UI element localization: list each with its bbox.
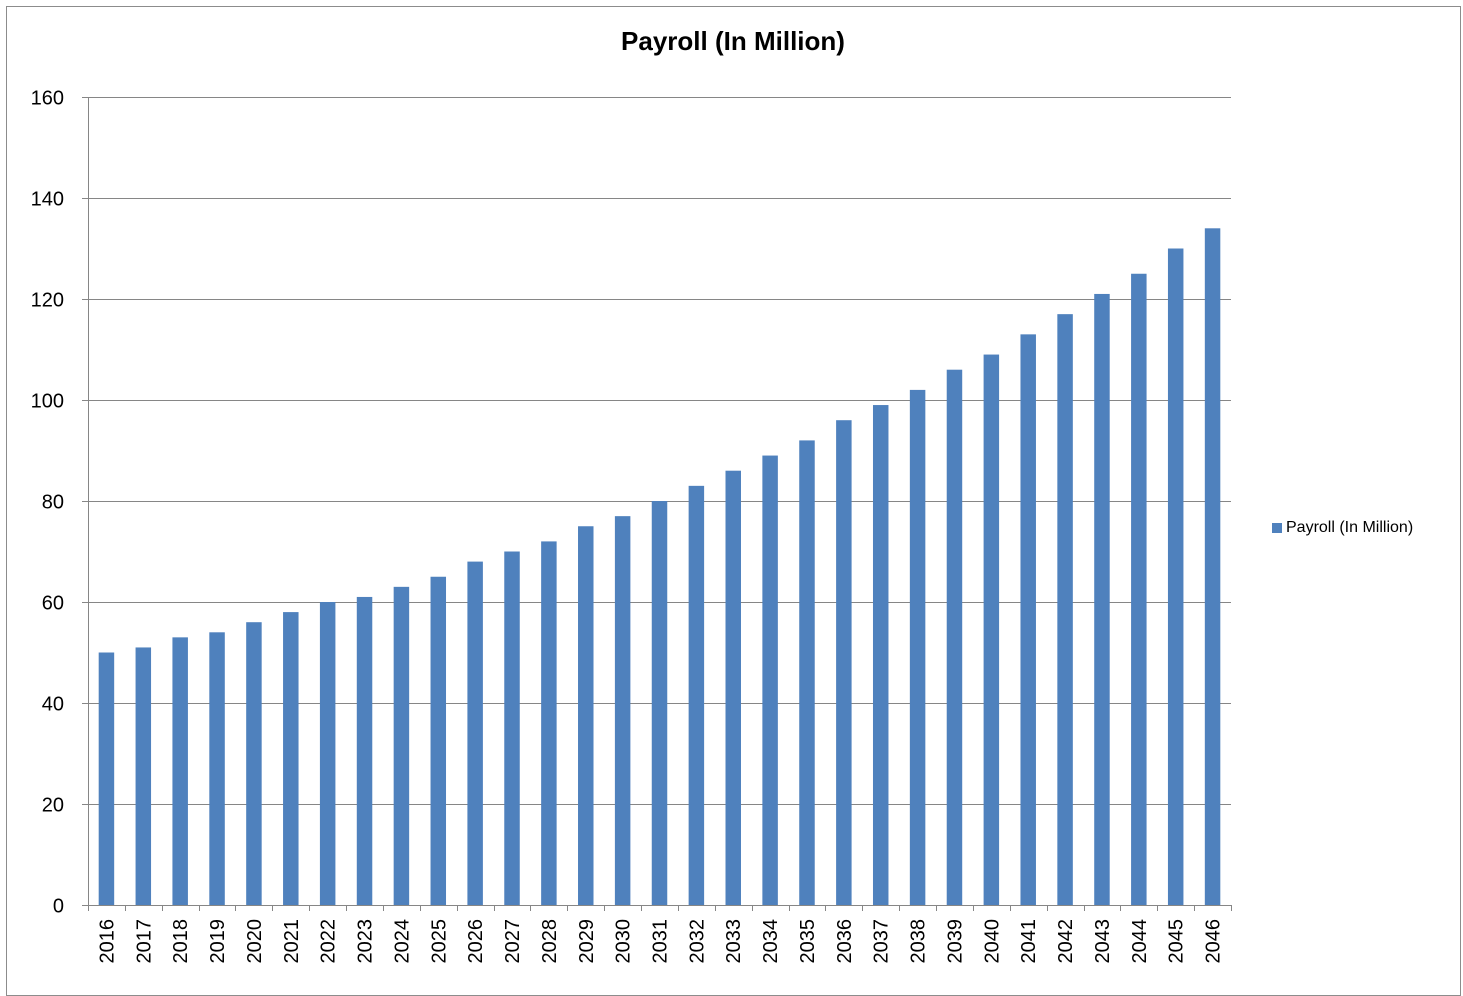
y-tick-label: 100 xyxy=(31,391,64,413)
bar-2026 xyxy=(467,561,483,905)
y-tick-label: 120 xyxy=(31,290,64,312)
bar-2034 xyxy=(762,455,778,905)
bar-2019 xyxy=(209,632,225,905)
y-tick-label: 40 xyxy=(42,694,64,716)
bar-2037 xyxy=(872,405,889,905)
y-tick-label: 20 xyxy=(42,795,64,817)
x-tick-label: 2027 xyxy=(502,919,524,964)
y-tick-label: 80 xyxy=(42,492,64,514)
x-tick-label: 2030 xyxy=(613,919,635,964)
bar-2018 xyxy=(172,637,188,905)
bar-2017 xyxy=(135,647,152,905)
x-tick-label: 2037 xyxy=(871,919,893,964)
x-tick-label: 2040 xyxy=(981,919,1003,964)
bar-2024 xyxy=(393,586,410,905)
x-tick-label: 2021 xyxy=(281,919,303,964)
x-tick-label: 2034 xyxy=(760,919,782,964)
bar-2046 xyxy=(1204,228,1221,906)
bar-2025 xyxy=(430,576,447,905)
x-tick-label: 2035 xyxy=(797,919,819,964)
x-tick-label: 2016 xyxy=(96,919,118,964)
x-tick-label: 2033 xyxy=(723,919,745,964)
x-tick-label: 2042 xyxy=(1055,919,1077,964)
bar-2027 xyxy=(504,551,520,905)
x-tick-label: 2018 xyxy=(170,919,192,964)
x-tick-label: 2017 xyxy=(133,919,155,964)
bar-2038 xyxy=(909,389,926,905)
x-tick-label: 2022 xyxy=(318,919,340,964)
x-tick-label: 2046 xyxy=(1203,919,1225,964)
bar-2036 xyxy=(836,420,852,905)
x-tick-label: 2039 xyxy=(944,919,966,964)
y-tick-label: 140 xyxy=(31,189,64,211)
bar-2029 xyxy=(578,526,594,905)
legend: Payroll (In Million) xyxy=(1272,519,1413,537)
x-tick-label: 2029 xyxy=(576,919,598,964)
chart-title: Payroll (In Million) xyxy=(621,26,845,56)
x-tick-label: 2038 xyxy=(908,919,930,964)
x-tick-label: 2043 xyxy=(1092,919,1114,964)
bar-2021 xyxy=(283,612,299,905)
bar-2022 xyxy=(319,602,336,905)
x-tick-label: 2044 xyxy=(1129,919,1151,964)
y-tick-label: 60 xyxy=(42,593,64,615)
bar-2043 xyxy=(1094,293,1110,905)
x-tick-label: 2023 xyxy=(355,919,377,964)
x-tick-label: 2024 xyxy=(391,919,413,964)
x-tick-label: 2025 xyxy=(428,919,450,964)
bar-2031 xyxy=(651,501,668,905)
bar-2020 xyxy=(246,622,262,905)
bar-2016 xyxy=(98,652,115,905)
x-tick-label: 2036 xyxy=(834,919,856,964)
legend-label: Payroll (In Million) xyxy=(1286,519,1414,536)
bar-2040 xyxy=(983,354,1000,905)
bar-2041 xyxy=(1020,334,1036,906)
x-tick-label: 2041 xyxy=(1018,919,1040,964)
bar-2023 xyxy=(356,596,373,905)
bar-2030 xyxy=(614,516,631,905)
bar-2035 xyxy=(799,440,815,905)
bar-2045 xyxy=(1167,248,1184,905)
bar-2044 xyxy=(1131,273,1147,905)
x-tick-label: 2026 xyxy=(465,919,487,964)
y-tick-label: 0 xyxy=(53,896,64,918)
legend-swatch xyxy=(1272,523,1282,533)
bar-2042 xyxy=(1057,314,1073,905)
bar-2032 xyxy=(688,485,705,905)
x-tick-label: 2028 xyxy=(539,919,561,964)
bar-2033 xyxy=(725,470,741,905)
x-tick-label: 2019 xyxy=(207,919,229,964)
y-tick-label: 160 xyxy=(31,88,64,110)
x-tick-label: 2031 xyxy=(650,919,672,964)
bar-2028 xyxy=(541,541,557,905)
x-tick-label: 2020 xyxy=(244,919,266,964)
x-tick-label: 2032 xyxy=(686,919,708,964)
x-tick-label: 2045 xyxy=(1166,919,1188,964)
bar-2039 xyxy=(946,369,963,905)
